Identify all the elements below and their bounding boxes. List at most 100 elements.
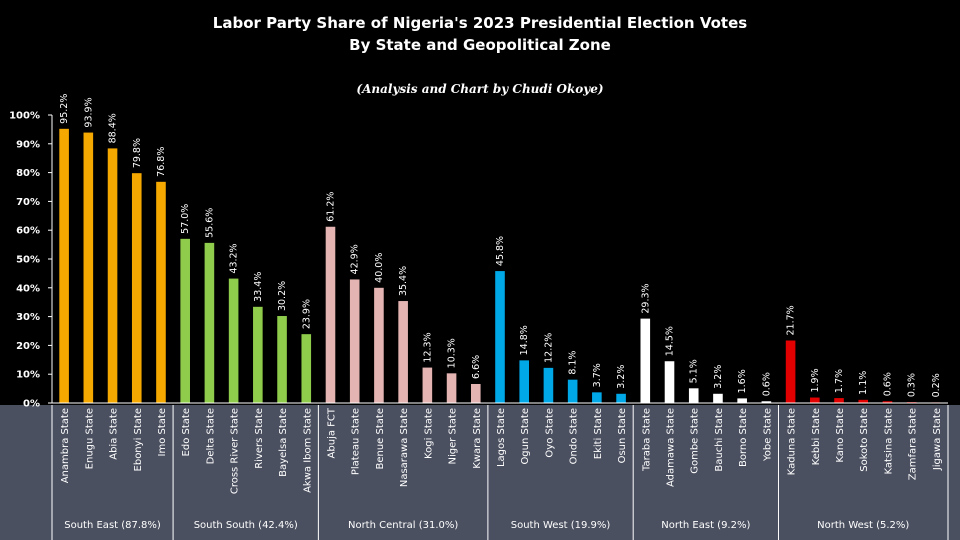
bar	[59, 128, 69, 403]
category-panel	[0, 405, 960, 540]
bar	[519, 360, 530, 403]
category-label: Taraba State	[641, 408, 652, 472]
bar	[398, 301, 408, 403]
data-label: 29.3%	[640, 283, 651, 313]
bar	[107, 148, 118, 403]
bar	[640, 318, 651, 403]
category-label: Gombe State	[690, 408, 701, 474]
chart-title: Labor Party Share of Nigeria's 2023 Pres…	[213, 14, 747, 32]
bar	[253, 306, 263, 403]
category-label: Osun State	[617, 408, 628, 463]
data-label: 3.2%	[713, 365, 724, 389]
category-labels-group: Anambra State Enugu State Abia State Ebonyi…	[60, 407, 943, 494]
bar	[277, 316, 287, 403]
data-label: 1.9%	[810, 368, 821, 392]
bar	[858, 399, 869, 403]
data-label: 93.9%	[83, 97, 94, 127]
category-label: Kebbi State	[811, 408, 822, 465]
data-label: 21.7%	[786, 305, 797, 335]
y-tick-label: 20%	[16, 341, 40, 352]
category-label: Jigawa State	[932, 408, 943, 471]
y-tick-label: 90%	[16, 139, 40, 150]
category-label: Anambra State	[60, 408, 71, 483]
bar	[688, 388, 699, 403]
category-label: Kogi State	[423, 408, 434, 459]
bar	[810, 397, 820, 403]
bar	[228, 278, 239, 403]
category-label: Ogun State	[520, 408, 531, 465]
bar	[204, 242, 215, 403]
category-label: Rivers State	[254, 408, 265, 469]
data-label: 0.2%	[931, 373, 942, 397]
bar	[785, 340, 796, 403]
data-label: 0.6%	[761, 372, 772, 396]
data-label: 14.8%	[519, 325, 530, 355]
category-label: Akwa Ibom State	[302, 408, 313, 493]
data-label: 23.9%	[301, 299, 312, 329]
category-label: Lagos State	[496, 408, 507, 467]
zone-label: South South (42.4%)	[194, 520, 298, 531]
category-label: Abuja FCT	[326, 407, 337, 458]
category-label: Kaduna State	[787, 408, 798, 475]
y-tick-label: 70%	[16, 197, 40, 208]
zone-labels-group: South East (87.8%) South South (42.4%) Nor…	[51, 405, 949, 540]
data-label: 12.3%	[422, 332, 433, 362]
bar	[495, 271, 505, 403]
y-tick-label: 60%	[16, 226, 40, 237]
chart-credit: (Analysis and Chart by Chudi Okoye)	[356, 82, 603, 96]
category-label: Yobe State	[762, 408, 773, 462]
y-tick-label: 100%	[9, 111, 40, 122]
data-label: 43.2%	[229, 243, 240, 273]
data-label: 35.4%	[398, 266, 409, 296]
bar	[301, 334, 312, 403]
data-label: 42.9%	[350, 244, 361, 274]
bar	[349, 279, 360, 403]
bar	[446, 373, 457, 403]
bar	[567, 379, 578, 403]
category-label: Cross River State	[230, 408, 241, 494]
category-label: Zamfara State	[908, 408, 919, 480]
bar	[592, 392, 602, 403]
bar	[180, 238, 190, 403]
data-label: 57.0%	[180, 204, 191, 234]
category-label: Adamawa State	[666, 408, 677, 487]
data-label: 1.6%	[737, 369, 748, 393]
category-label: Oyo State	[544, 408, 555, 458]
bar	[616, 393, 626, 403]
zone-label: North West (5.2%)	[817, 520, 909, 531]
chart-subtitle: By State and Geopolitical Zone	[349, 36, 611, 54]
category-label: Kano State	[835, 408, 846, 463]
category-label: Kwara State	[472, 408, 483, 469]
bar	[374, 287, 384, 403]
bar	[156, 181, 166, 403]
bar	[325, 226, 336, 403]
category-label: Ekiti State	[593, 408, 604, 459]
data-label: 88.4%	[108, 113, 119, 143]
bar	[543, 367, 554, 403]
bar	[422, 367, 433, 403]
bar	[737, 398, 747, 403]
bar	[83, 132, 94, 403]
y-tick-label: 30%	[16, 312, 40, 323]
data-label: 10.3%	[447, 338, 458, 368]
category-label: Enugu State	[84, 408, 95, 469]
y-tick-label: 40%	[16, 283, 40, 294]
data-label: 0.3%	[907, 373, 918, 397]
data-label: 1.7%	[834, 369, 845, 393]
data-label: 45.8%	[495, 236, 506, 266]
category-label: Bayelsa State	[278, 408, 289, 477]
zone-label: North East (9.2%)	[661, 520, 750, 531]
data-label: 61.2%	[325, 192, 336, 222]
data-label: 6.6%	[471, 355, 482, 379]
data-label: 14.5%	[665, 326, 676, 356]
data-label: 55.6%	[204, 208, 215, 238]
category-label: Abia State	[109, 408, 120, 460]
category-label: Katsina State	[883, 408, 894, 475]
zone-label: South East (87.8%)	[64, 520, 161, 531]
data-label: 95.2%	[59, 94, 70, 124]
value-labels-group: 95.2% 93.9% 88.4% 79.8% 76.8% 57.0% 55.6% 43.2%…	[59, 94, 942, 398]
category-label: Bauchi State	[714, 408, 725, 472]
category-label: Benue State	[375, 408, 386, 470]
y-tick-label: 0%	[23, 399, 40, 410]
category-label: Plateau State	[351, 408, 362, 475]
